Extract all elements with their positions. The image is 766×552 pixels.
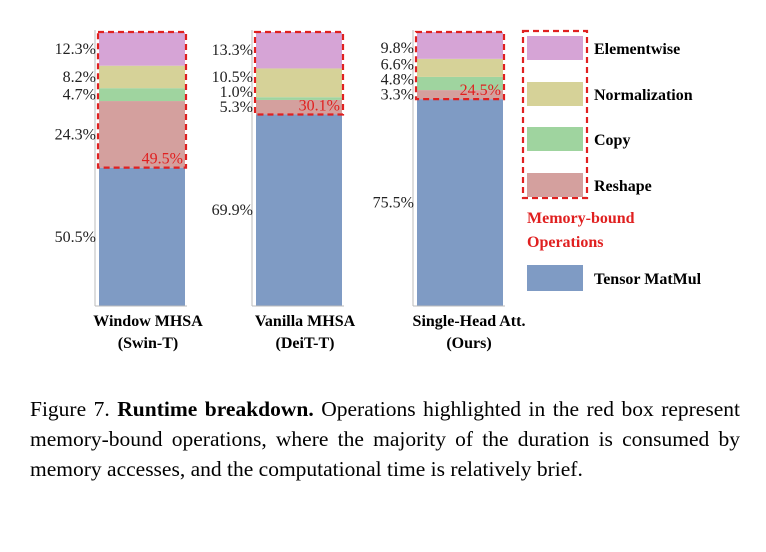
legend-label: Copy xyxy=(594,132,630,149)
bar-segment-reshape xyxy=(256,99,342,115)
bar-segment-copy xyxy=(99,88,185,102)
memory-bound-percent: 24.5% xyxy=(460,82,501,99)
value-label: 5.3% xyxy=(220,99,253,116)
value-label: 75.5% xyxy=(373,195,414,212)
memory-bound-box xyxy=(253,30,345,116)
category-label: Single-Head Att. xyxy=(413,313,526,330)
bar-segment-copy xyxy=(256,97,342,100)
legend-swatch-elementwise xyxy=(527,36,583,60)
value-label: 13.3% xyxy=(212,42,253,59)
legend-memory-bound-subtitle: Operations xyxy=(527,234,603,251)
value-label: 4.7% xyxy=(63,87,96,104)
bar-segment-tensor-matmul xyxy=(99,167,185,306)
axes-layer xyxy=(94,30,505,307)
legend-label: Tensor MatMul xyxy=(594,271,702,288)
bar-segment-normalization xyxy=(256,68,342,98)
caption-text: Operations highlighted in the red box re… xyxy=(30,397,740,481)
caption-title: Runtime breakdown. xyxy=(117,397,314,421)
value-label: 3.3% xyxy=(381,87,414,104)
labels-layer: 50.5% 24.3% 4.7%8.2% 12.3% 49.5% Window MHSA (… xyxy=(55,40,526,352)
memory-bound-box xyxy=(96,30,188,169)
memory-bound-box xyxy=(414,30,506,101)
category-sublabel: (Ours) xyxy=(446,335,491,352)
bar-segment-elementwise xyxy=(417,32,503,59)
legend-label: Normalization xyxy=(594,87,693,104)
value-label: 24.3% xyxy=(55,126,96,143)
bars-layer xyxy=(96,30,506,306)
legend-swatch-reshape xyxy=(527,173,583,197)
legend-label: Reshape xyxy=(594,178,652,195)
value-label: 4.8% xyxy=(381,72,414,89)
legend-label: Elementwise xyxy=(594,41,680,58)
memory-bound-percent: 30.1% xyxy=(299,98,340,115)
value-label: 1.0% xyxy=(220,84,253,101)
value-label: 50.5% xyxy=(55,229,96,246)
legend-memory-bound-box xyxy=(521,29,589,200)
bar-segment-reshape xyxy=(417,90,503,100)
bar-segment-elementwise xyxy=(256,32,342,69)
memory-bound-percent: 49.5% xyxy=(142,151,183,168)
legend-swatch-copy xyxy=(527,127,583,151)
value-label: 10.5% xyxy=(212,69,253,86)
legend-swatch-normalization xyxy=(527,82,583,106)
bar-segment-reshape xyxy=(99,101,185,168)
bar-segment-copy xyxy=(417,76,503,91)
bar-segment-normalization xyxy=(417,58,503,77)
legend-swatch-tensor-matmul xyxy=(527,265,583,291)
caption-prefix: Figure 7. xyxy=(30,397,110,421)
legend-memory-bound-title: Memory-bound xyxy=(527,210,635,227)
category-label: Window MHSA xyxy=(93,313,203,330)
bar-segment-tensor-matmul xyxy=(417,99,503,306)
value-label: 8.2% xyxy=(63,69,96,86)
category-label: Vanilla MHSA xyxy=(255,313,356,330)
category-sublabel: (Swin-T) xyxy=(118,335,178,352)
figure-caption: Figure 7. Runtime breakdown. Operations … xyxy=(30,394,740,484)
value-label: 12.3% xyxy=(55,41,96,58)
bar-segment-elementwise xyxy=(99,32,185,66)
bar-segment-normalization xyxy=(99,65,185,89)
runtime-breakdown-chart: 50.5% 24.3% 4.7%8.2% 12.3% 49.5% Window MHSA (… xyxy=(55,29,702,352)
value-label: 9.8% xyxy=(381,40,414,57)
value-label: 69.9% xyxy=(212,202,253,219)
bar-segment-tensor-matmul xyxy=(256,114,342,306)
category-sublabel: (DeiT-T) xyxy=(276,335,335,352)
value-label: 6.6% xyxy=(381,57,414,74)
legend: Elementwise Normalization Copy Reshape Memor… xyxy=(521,29,702,291)
